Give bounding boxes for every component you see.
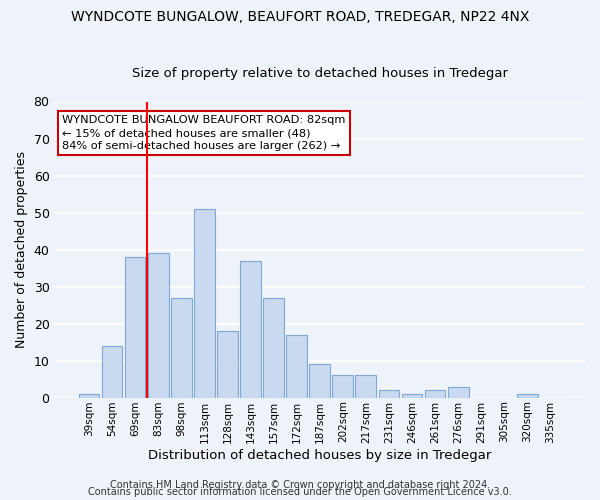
Bar bbox=[125, 257, 145, 398]
Text: Contains HM Land Registry data © Crown copyright and database right 2024.: Contains HM Land Registry data © Crown c… bbox=[110, 480, 490, 490]
Bar bbox=[401, 394, 422, 398]
Bar bbox=[240, 260, 261, 398]
Text: WYNDCOTE BUNGALOW, BEAUFORT ROAD, TREDEGAR, NP22 4NX: WYNDCOTE BUNGALOW, BEAUFORT ROAD, TREDEG… bbox=[71, 10, 529, 24]
Bar bbox=[101, 346, 122, 398]
Bar bbox=[263, 298, 284, 398]
Bar bbox=[517, 394, 538, 398]
Text: WYNDCOTE BUNGALOW BEAUFORT ROAD: 82sqm
← 15% of detached houses are smaller (48): WYNDCOTE BUNGALOW BEAUFORT ROAD: 82sqm ←… bbox=[62, 115, 346, 151]
Y-axis label: Number of detached properties: Number of detached properties bbox=[15, 151, 28, 348]
Bar bbox=[425, 390, 445, 398]
Bar bbox=[310, 364, 330, 398]
Bar bbox=[148, 254, 169, 398]
Bar bbox=[355, 376, 376, 398]
Bar bbox=[332, 376, 353, 398]
Bar bbox=[448, 386, 469, 398]
Bar bbox=[286, 334, 307, 398]
Bar bbox=[171, 298, 191, 398]
Bar bbox=[79, 394, 100, 398]
Title: Size of property relative to detached houses in Tredegar: Size of property relative to detached ho… bbox=[132, 66, 508, 80]
Bar bbox=[379, 390, 400, 398]
Bar bbox=[194, 209, 215, 398]
Text: Contains public sector information licensed under the Open Government Licence v3: Contains public sector information licen… bbox=[88, 487, 512, 497]
Bar bbox=[217, 331, 238, 398]
X-axis label: Distribution of detached houses by size in Tredegar: Distribution of detached houses by size … bbox=[148, 450, 491, 462]
